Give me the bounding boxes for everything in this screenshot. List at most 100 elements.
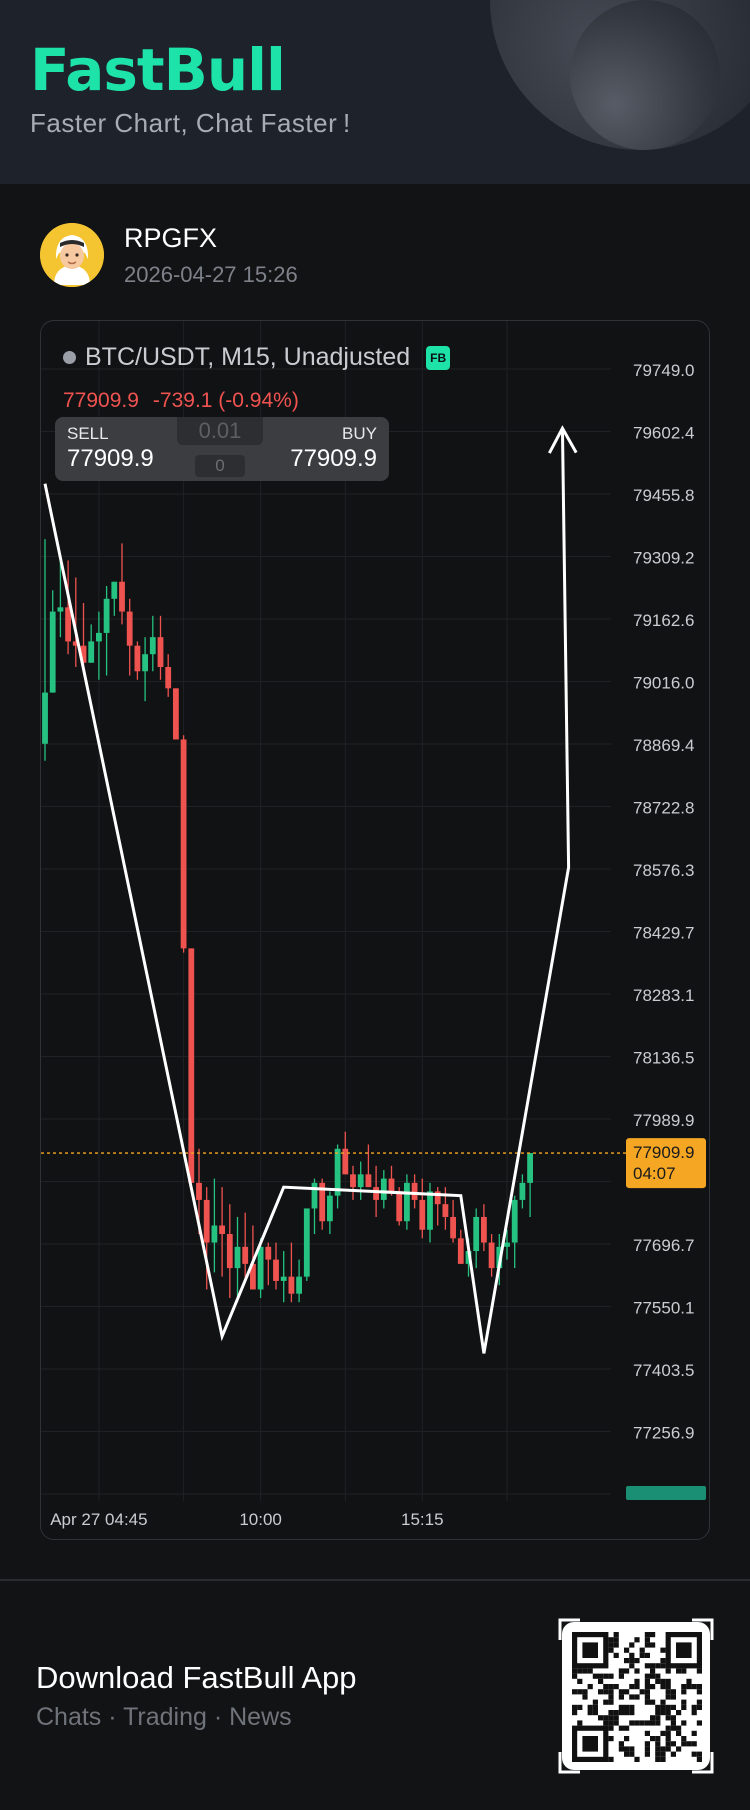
candle-body — [419, 1199, 426, 1230]
qr-code-icon[interactable] — [558, 1618, 714, 1774]
candle-body — [473, 1216, 480, 1252]
candle-body — [111, 581, 118, 599]
y-tick-label: 78283.1 — [633, 986, 694, 1005]
lot-size-input[interactable]: 0.01 — [177, 417, 263, 445]
y-tick-label: 77989.9 — [633, 1111, 694, 1130]
candle-body — [442, 1204, 449, 1217]
candle-body — [450, 1216, 456, 1239]
y-tick-label: 79455.8 — [633, 486, 694, 505]
y-tick-label: 79016.0 — [633, 674, 694, 693]
trend-drawing-layer[interactable] — [43, 425, 578, 1354]
candle-body — [242, 1246, 249, 1264]
price-chart-card[interactable]: 77909.9 04:07 79749.0 79602.4 79455.8 79309.… — [40, 320, 710, 1540]
candle-body — [72, 641, 79, 646]
app-header: FastBull Faster Chart, Chat Faster ! — [0, 0, 750, 184]
download-title: Download FastBull App — [36, 1660, 357, 1695]
last-price-line-layer: 77909.9 04:07 — [41, 1138, 706, 1500]
y-tick-label: 78429.7 — [633, 923, 694, 942]
candle-body — [488, 1242, 495, 1269]
candle-body — [142, 654, 148, 672]
candle-body — [173, 688, 179, 740]
footer-divider — [0, 1579, 750, 1581]
candle-body — [126, 611, 133, 646]
candle-body — [388, 1178, 395, 1192]
y-tick-label: 79602.4 — [633, 424, 694, 443]
y-tick-label: 78722.8 — [633, 799, 694, 818]
candle-body — [411, 1182, 418, 1200]
arab-man-avatar-icon[interactable] — [40, 223, 104, 287]
candle-body — [42, 692, 48, 744]
bottom-price-tag — [626, 1486, 706, 1500]
y-tick-label: 78136.5 — [633, 1048, 694, 1067]
fastbull-logo: FastBull — [30, 36, 286, 104]
y-tick-label: 78576.3 — [633, 861, 694, 880]
candle-body — [273, 1259, 279, 1281]
candle-body — [303, 1208, 310, 1277]
candle-body — [404, 1182, 410, 1222]
candle-body — [350, 1174, 356, 1188]
candle-body — [265, 1246, 272, 1260]
trend-polyline — [43, 428, 571, 1354]
candle-body — [149, 637, 156, 655]
spread-value: 0 — [195, 455, 245, 477]
download-subtitle: Chats · Trading · News — [36, 1703, 292, 1731]
candle-body — [103, 598, 110, 633]
sell-button[interactable]: 77909.9 — [67, 445, 154, 472]
candle-body — [65, 607, 71, 642]
post-timestamp: 2026-04-27 15:26 — [124, 261, 298, 287]
candle-body — [334, 1148, 341, 1196]
x-tick-label: Apr 27 04:45 — [50, 1510, 147, 1529]
quote-row: 77909.9 -739.1 (-0.94%) — [63, 389, 299, 413]
candle-body — [357, 1174, 364, 1188]
candle-body — [49, 611, 56, 693]
header-tagline: Faster Chart, Chat Faster ! — [30, 108, 351, 138]
trend-arrowhead — [548, 425, 578, 454]
candle-body — [157, 637, 164, 668]
candle-body — [203, 1199, 210, 1243]
candle-body — [165, 667, 172, 689]
candlestick-chart[interactable]: 77909.9 04:07 79749.0 79602.4 79455.8 79309.… — [41, 321, 710, 1540]
author-name[interactable]: RPGFX — [124, 222, 218, 253]
candle-body — [527, 1153, 533, 1183]
y-tick-label: 79162.6 — [633, 611, 694, 630]
candle-body — [211, 1225, 218, 1243]
y-tick-label: 77696.7 — [633, 1236, 694, 1255]
candle-body — [96, 632, 102, 642]
y-tick-label: 77403.5 — [633, 1361, 694, 1380]
candle-body — [88, 641, 95, 663]
candle-body — [180, 739, 187, 949]
buy-button[interactable]: 77909.9 — [290, 445, 377, 472]
y-tick-label: 79309.2 — [633, 549, 694, 568]
candle-body — [188, 948, 195, 1183]
candle-body — [80, 645, 87, 663]
candle-body — [257, 1246, 264, 1290]
last-price-tag — [626, 1138, 706, 1189]
x-tick-label: 15:15 — [401, 1510, 444, 1529]
candle-body — [511, 1199, 518, 1243]
price-change: -739.1 (-0.94%) — [152, 389, 299, 412]
candle-body — [319, 1182, 326, 1222]
candle-body — [226, 1234, 233, 1269]
y-tick-label: 77550.1 — [633, 1298, 694, 1317]
candle-body — [434, 1191, 441, 1205]
countdown-label: 04:07 — [633, 1164, 676, 1183]
candle-body — [365, 1174, 372, 1188]
candle-body — [234, 1246, 241, 1269]
candle-body — [427, 1191, 433, 1230]
symbol-row[interactable]: BTC/USDT, M15, Unadjusted FB — [63, 343, 451, 372]
candle-body — [196, 1182, 202, 1200]
candle-body — [481, 1216, 487, 1243]
y-tick-label: 77256.9 — [633, 1423, 694, 1442]
x-tick-label: 10:00 — [239, 1510, 282, 1529]
candle-body — [457, 1238, 464, 1264]
candle-body — [288, 1276, 295, 1294]
quick-trade-panel: SELL 77909.9 0.01 0 BUY 77909.9 — [55, 417, 389, 481]
last-price-tag-value: 77909.9 — [633, 1143, 694, 1162]
candle-body — [342, 1148, 349, 1175]
sell-label: SELL — [67, 424, 109, 443]
y-tick-label: 78869.4 — [633, 736, 694, 755]
decorative-orb-small — [570, 0, 720, 150]
buy-label: BUY — [342, 424, 377, 443]
candle-body — [380, 1178, 387, 1200]
market-status-dot — [63, 351, 76, 364]
